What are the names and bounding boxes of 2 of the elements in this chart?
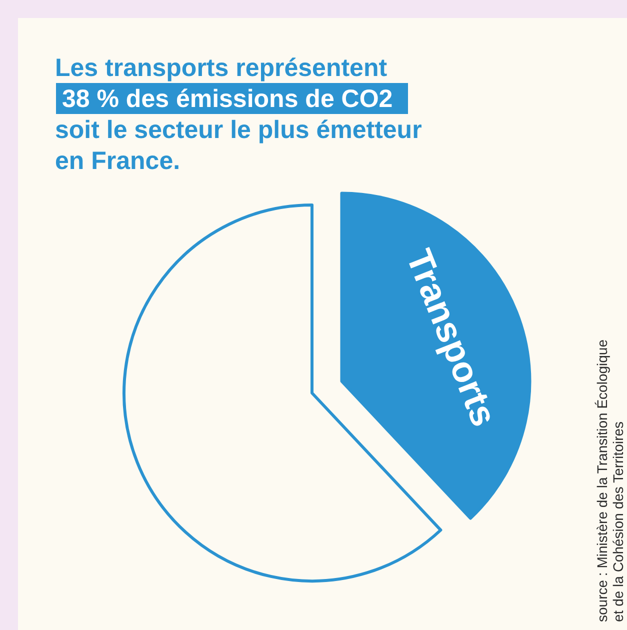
source-note: source : Ministère de la Transition Écologique et de la Cohésion des Territoires — [594, 339, 626, 622]
chart-title: Les transports représentent 38 % des émissions de CO2 soit le secteur le plus émetteur en France. — [55, 54, 422, 175]
